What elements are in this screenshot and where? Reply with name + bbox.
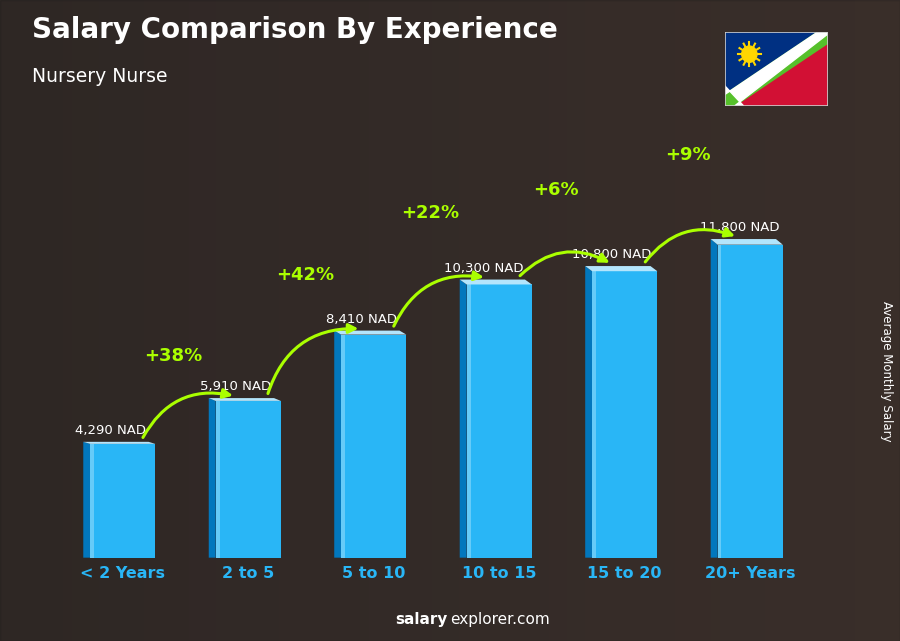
Bar: [466, 285, 471, 558]
Text: +38%: +38%: [144, 347, 202, 365]
Bar: [717, 245, 783, 558]
Bar: [341, 335, 345, 558]
Text: 10,300 NAD: 10,300 NAD: [445, 262, 524, 275]
Text: 4,290 NAD: 4,290 NAD: [75, 424, 146, 437]
Text: Nursery Nurse: Nursery Nurse: [32, 67, 167, 87]
Polygon shape: [724, 32, 828, 106]
Polygon shape: [724, 32, 828, 106]
Polygon shape: [209, 398, 216, 558]
Bar: [90, 444, 94, 558]
Polygon shape: [585, 266, 592, 558]
Polygon shape: [460, 279, 532, 285]
Bar: [216, 401, 220, 558]
Bar: [466, 285, 532, 558]
Text: +6%: +6%: [533, 181, 579, 199]
Bar: [592, 271, 596, 558]
Text: Average Monthly Salary: Average Monthly Salary: [880, 301, 893, 442]
Polygon shape: [84, 442, 156, 444]
Text: 8,410 NAD: 8,410 NAD: [326, 313, 397, 326]
Polygon shape: [724, 32, 828, 106]
Bar: [341, 335, 407, 558]
Polygon shape: [334, 331, 407, 335]
Polygon shape: [585, 266, 657, 271]
Polygon shape: [711, 239, 717, 558]
Bar: [717, 245, 722, 558]
Polygon shape: [460, 279, 466, 558]
Text: +22%: +22%: [401, 204, 459, 222]
Text: salary: salary: [395, 612, 447, 627]
Bar: [216, 401, 281, 558]
Text: Salary Comparison By Experience: Salary Comparison By Experience: [32, 16, 557, 44]
Bar: [90, 444, 156, 558]
Text: 10,800 NAD: 10,800 NAD: [572, 249, 652, 262]
Text: +9%: +9%: [664, 146, 710, 164]
Text: 11,800 NAD: 11,800 NAD: [700, 221, 780, 235]
Text: explorer.com: explorer.com: [450, 612, 550, 627]
Polygon shape: [209, 398, 281, 401]
Polygon shape: [84, 442, 90, 558]
Polygon shape: [711, 239, 783, 245]
Text: 5,910 NAD: 5,910 NAD: [200, 381, 271, 394]
Circle shape: [742, 46, 757, 62]
Bar: [592, 271, 657, 558]
Polygon shape: [724, 32, 828, 106]
Polygon shape: [334, 331, 341, 558]
Text: +42%: +42%: [275, 267, 334, 285]
